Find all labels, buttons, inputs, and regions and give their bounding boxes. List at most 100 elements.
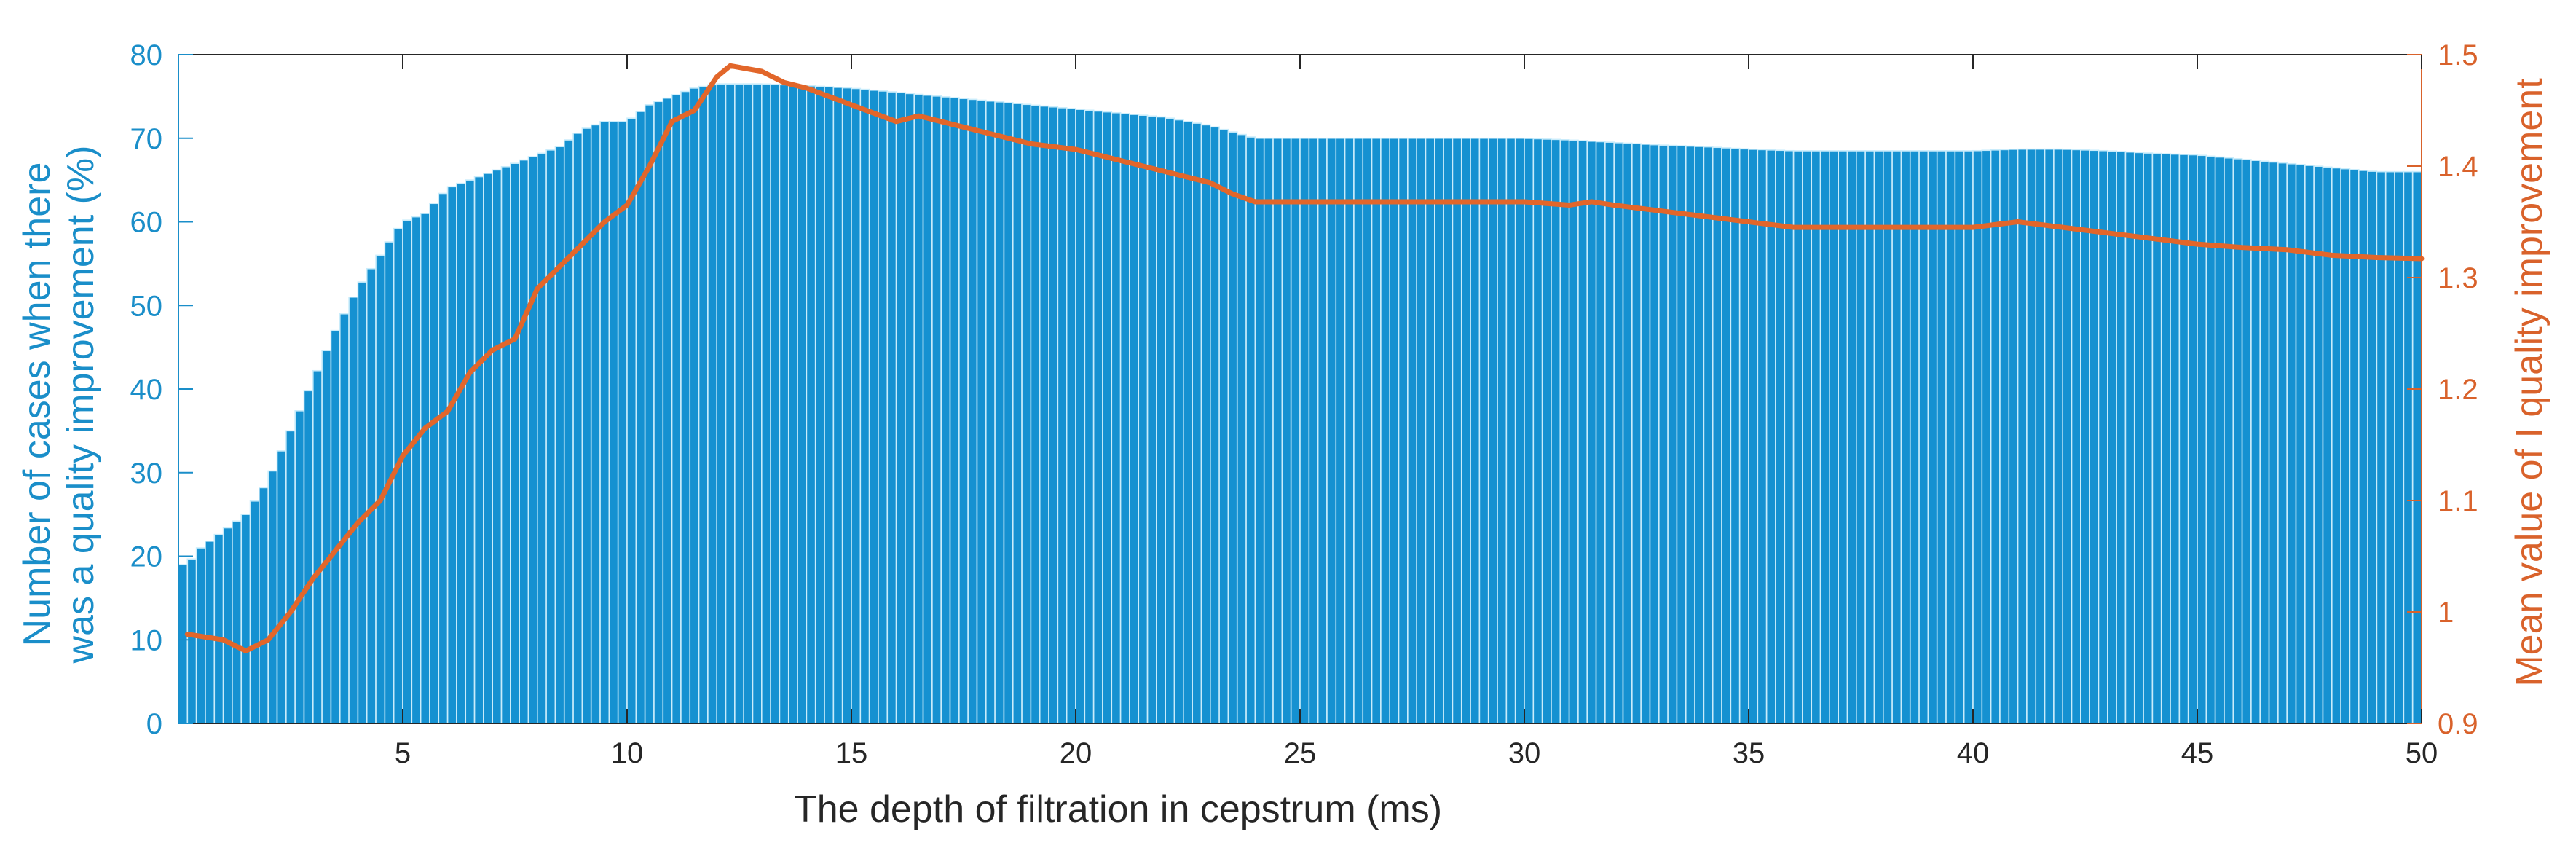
bar bbox=[1335, 137, 1346, 724]
bar bbox=[473, 176, 484, 724]
bar bbox=[285, 430, 296, 724]
bar bbox=[653, 101, 664, 724]
bar bbox=[222, 527, 233, 724]
bar bbox=[303, 390, 314, 724]
bar bbox=[2107, 150, 2117, 724]
bar bbox=[832, 87, 843, 724]
bar bbox=[2295, 164, 2306, 724]
bar bbox=[1829, 150, 1839, 724]
left-axis-label: Number of cases when there was a quality… bbox=[16, 146, 102, 664]
bar bbox=[1092, 110, 1103, 724]
bar bbox=[931, 95, 942, 724]
x-tick-label: 50 bbox=[2406, 737, 2438, 769]
bar bbox=[1146, 115, 1157, 724]
bar bbox=[2080, 149, 2090, 724]
bar bbox=[411, 216, 422, 724]
bar bbox=[1254, 137, 1265, 724]
bar bbox=[2403, 170, 2414, 724]
bar bbox=[662, 97, 673, 724]
left-axis-label-line1: Number of cases when there bbox=[16, 162, 58, 647]
bar bbox=[2232, 158, 2243, 724]
bar bbox=[2205, 155, 2216, 724]
bar bbox=[1694, 146, 1705, 724]
bar bbox=[779, 84, 789, 724]
bar bbox=[429, 203, 440, 724]
bar bbox=[2044, 148, 2055, 724]
bar bbox=[770, 84, 781, 724]
bar bbox=[2304, 165, 2315, 724]
bar bbox=[1317, 137, 1328, 724]
bar bbox=[743, 83, 754, 724]
bar bbox=[2259, 160, 2270, 724]
x-tick-label: 25 bbox=[1284, 737, 1317, 769]
bar bbox=[500, 165, 511, 724]
bar bbox=[1640, 144, 1651, 724]
bar bbox=[2331, 167, 2341, 724]
bar bbox=[878, 90, 889, 724]
bar bbox=[1263, 137, 1274, 724]
bar bbox=[1532, 138, 1543, 724]
bar bbox=[1918, 150, 1929, 724]
bar bbox=[905, 93, 915, 724]
bar bbox=[2035, 148, 2046, 724]
bar bbox=[2187, 154, 2198, 724]
bar bbox=[339, 313, 350, 724]
bar bbox=[1156, 116, 1167, 724]
bar bbox=[1927, 150, 1938, 724]
bar bbox=[456, 182, 467, 724]
bar bbox=[1721, 147, 1732, 724]
bar bbox=[1909, 150, 1920, 724]
bar bbox=[249, 500, 260, 724]
bar bbox=[2358, 170, 2368, 724]
bar bbox=[976, 99, 987, 724]
bar bbox=[1407, 137, 1417, 724]
bar bbox=[1478, 137, 1489, 724]
bar bbox=[186, 558, 197, 724]
bar bbox=[1434, 137, 1444, 724]
bar bbox=[205, 541, 216, 724]
bar bbox=[240, 514, 251, 724]
x-tick-label: 10 bbox=[611, 737, 644, 769]
bar bbox=[1775, 149, 1786, 724]
bar bbox=[1963, 150, 1974, 724]
y-right-tick-label: 1.5 bbox=[2438, 39, 2478, 71]
bar bbox=[554, 146, 565, 724]
bar bbox=[581, 127, 592, 724]
bar bbox=[1299, 137, 1310, 724]
bar bbox=[680, 90, 691, 724]
bar bbox=[644, 104, 655, 724]
bar bbox=[1524, 138, 1535, 724]
bar bbox=[276, 450, 287, 724]
bar bbox=[294, 410, 305, 724]
bar bbox=[232, 520, 243, 724]
right-axis-label: Mean value of I quality improvement bbox=[2508, 78, 2551, 687]
bar bbox=[1308, 137, 1319, 724]
bar bbox=[734, 83, 744, 724]
bar bbox=[259, 487, 269, 724]
bar bbox=[312, 369, 323, 724]
bar bbox=[420, 213, 430, 724]
bar bbox=[1864, 150, 1875, 724]
y-left-tick-label: 20 bbox=[130, 541, 163, 573]
bar bbox=[1792, 150, 1803, 724]
bar bbox=[2197, 154, 2207, 724]
bar bbox=[1568, 139, 1579, 724]
y-left-tick-label: 80 bbox=[130, 39, 163, 71]
bar bbox=[1183, 121, 1193, 724]
x-tick-label: 35 bbox=[1733, 737, 1765, 769]
bar bbox=[1730, 147, 1741, 724]
bar bbox=[1452, 137, 1462, 724]
bar bbox=[1353, 137, 1364, 724]
bar bbox=[1398, 137, 1409, 724]
bar bbox=[1685, 145, 1695, 724]
bar bbox=[967, 98, 978, 724]
bar bbox=[671, 94, 682, 724]
bar bbox=[913, 93, 924, 724]
bar bbox=[1057, 107, 1068, 724]
bar bbox=[716, 83, 727, 724]
y-left-tick-label: 40 bbox=[130, 374, 163, 406]
bar bbox=[752, 83, 763, 724]
bar bbox=[1084, 109, 1095, 724]
bar bbox=[1676, 145, 1687, 724]
y-right-tick-label: 1.1 bbox=[2438, 485, 2478, 517]
